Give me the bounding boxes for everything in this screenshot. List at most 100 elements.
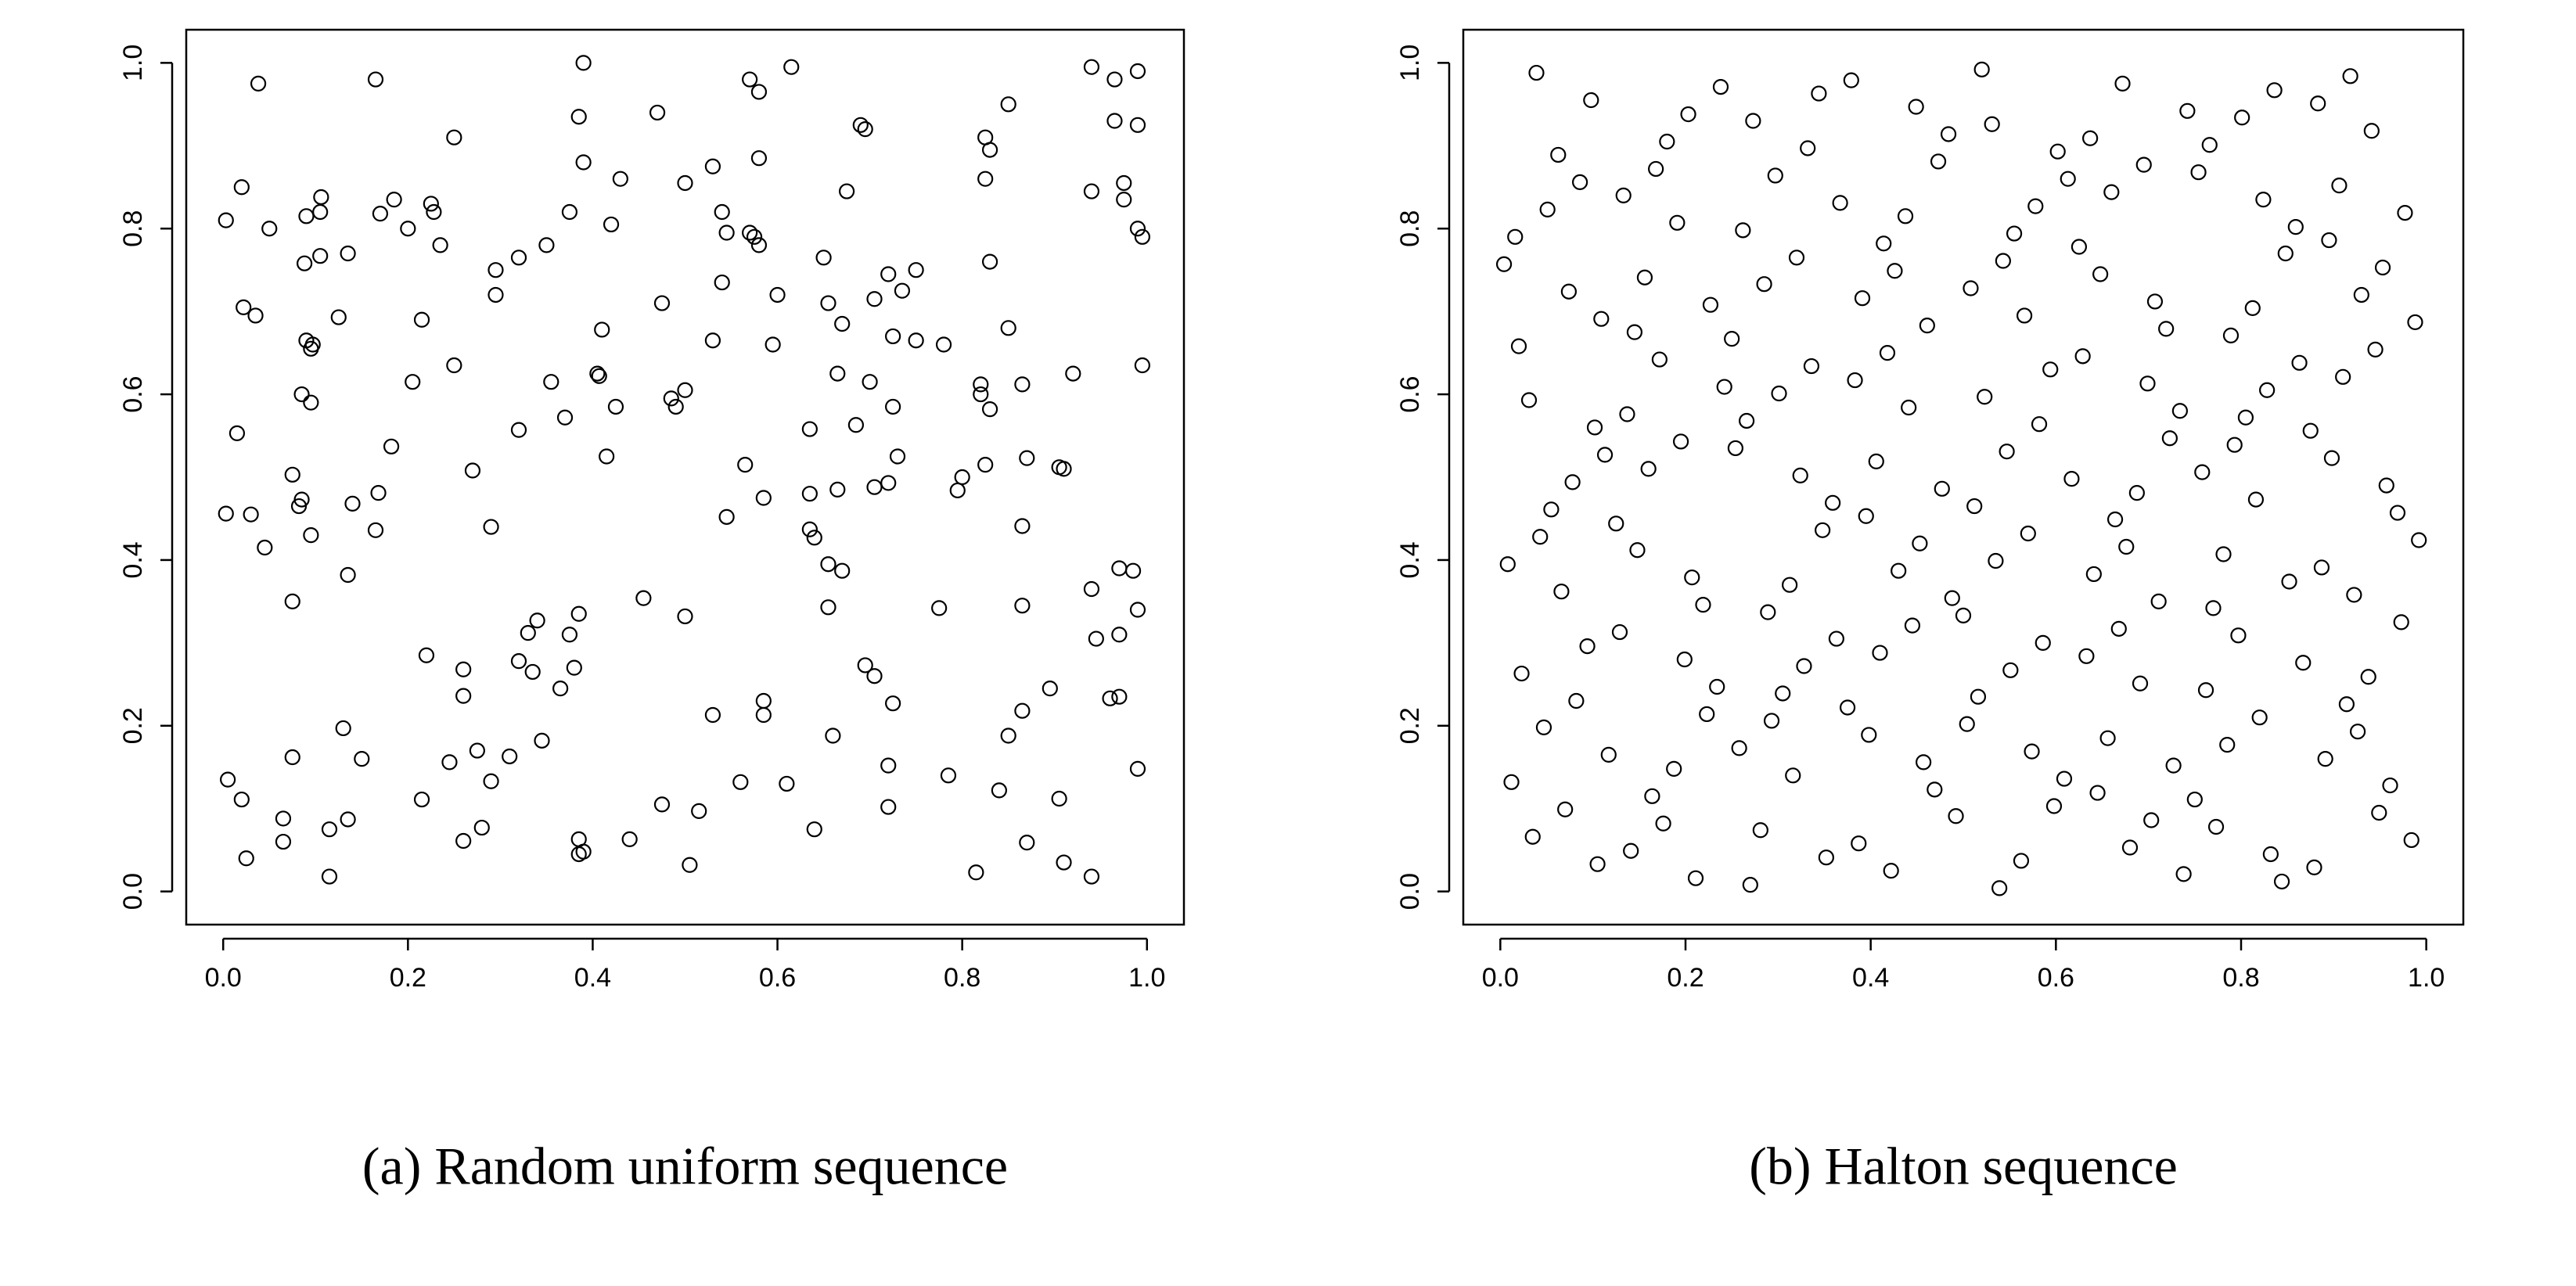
point [1788,250,1805,266]
point [1106,71,1123,88]
point [1904,617,1921,634]
point [801,521,818,537]
x-tick-label: 0.0 [1482,963,1519,993]
point [591,368,607,384]
point [2132,675,2149,691]
point [1803,357,1820,375]
point [400,221,416,237]
point [386,192,402,208]
point [2074,348,2091,365]
y-tick-label: 1.0 [1395,45,1425,81]
point [2060,171,2076,187]
point [1626,324,1643,340]
point [370,485,387,501]
point [704,706,721,724]
point [1916,754,1932,771]
point [1828,630,1844,647]
point [247,307,264,324]
point [2118,538,2135,555]
point [2089,785,2106,801]
point [981,142,998,158]
point [413,791,430,808]
point [1495,256,1513,272]
point [880,475,897,491]
point [561,203,578,221]
point [2017,307,2033,324]
point [2378,477,2394,494]
point [312,203,329,221]
point [552,681,569,697]
point [2295,655,2312,671]
point [2234,110,2250,126]
point [2247,491,2265,508]
point [1129,63,1146,80]
point [464,462,481,479]
point [1672,433,1689,450]
point [446,129,462,145]
point [1891,562,1907,579]
point [1659,133,1675,150]
point [303,527,319,544]
point [1739,412,1755,429]
point [1065,365,1081,382]
point [1970,688,1987,705]
point [1583,92,1599,109]
point [1102,690,1118,706]
point [1868,453,1884,469]
point [570,605,587,622]
point [2262,846,2279,863]
point [1756,276,1772,293]
point [2175,866,2192,882]
point [1687,870,1704,886]
point [2335,368,2351,385]
point [510,653,527,670]
point [2035,634,2051,651]
point [1129,221,1146,237]
point [243,506,259,523]
point [1977,389,1993,405]
point [1106,113,1123,129]
point [1879,345,1896,361]
point [1991,880,2008,896]
point [1771,385,1787,402]
x-tick-label: 0.4 [574,963,611,993]
point [866,479,883,495]
point [704,158,721,174]
point [250,75,267,92]
point [1973,61,1990,77]
point [1124,562,1142,579]
point [1897,208,1914,225]
point [1042,681,1058,697]
point [1014,518,1031,534]
point [2411,532,2427,548]
point [1955,607,1972,623]
point [418,647,435,663]
point [473,819,490,836]
point [815,250,832,266]
point [228,425,246,441]
point [949,482,966,499]
point [1640,461,1657,477]
point [931,600,948,616]
point [2171,403,2188,419]
point [340,245,356,262]
point [1623,842,1639,859]
point [257,539,273,556]
point [2099,730,2116,746]
point [1752,822,1768,839]
point [2287,219,2304,235]
point [2244,300,2261,317]
point [866,291,883,307]
point [321,821,338,838]
point [1815,522,1831,538]
x-tick-label: 0.8 [944,963,980,993]
point [1731,740,1747,756]
point [1129,602,1146,618]
point [1655,815,1671,832]
point [649,104,666,121]
point [889,448,906,465]
point [1912,535,1928,551]
y-tick-label: 0.8 [1395,210,1425,247]
point [769,286,786,304]
